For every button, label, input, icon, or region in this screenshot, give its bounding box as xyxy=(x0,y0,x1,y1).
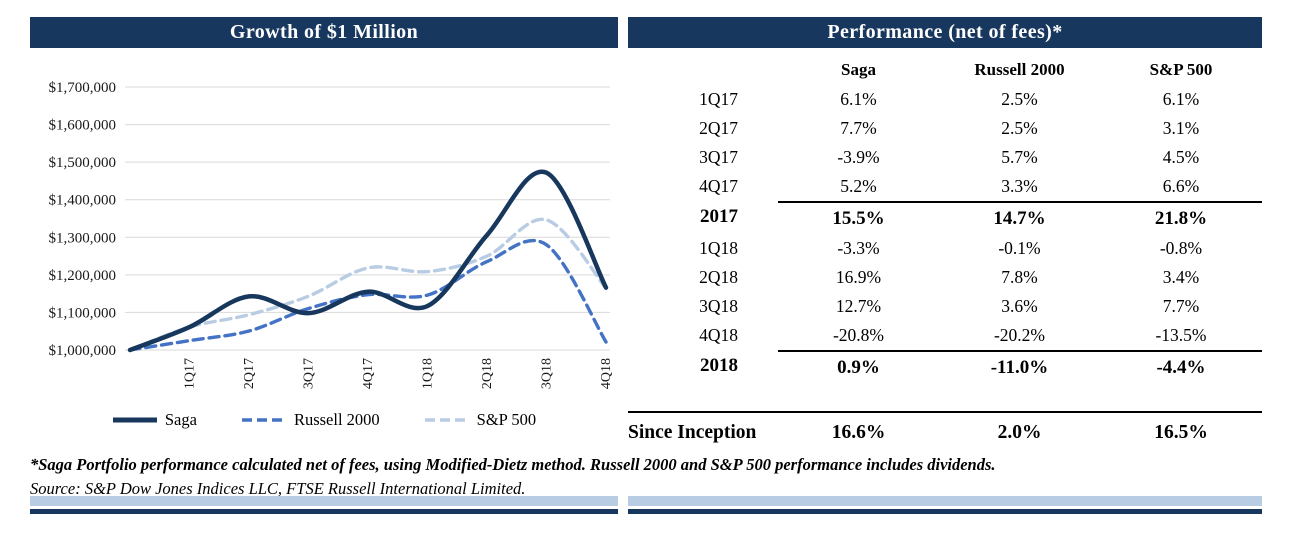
cell-since-inception-s-p-500: 16.5% xyxy=(1154,422,1208,443)
cell-4q17-saga: 5.2% xyxy=(840,176,877,196)
column-header-saga: Saga xyxy=(841,60,876,79)
column-header-russell-2000: Russell 2000 xyxy=(974,60,1065,79)
legend-swatch-russell-2000 xyxy=(241,418,286,422)
cell-2q18-saga: 16.9% xyxy=(835,267,882,287)
legend-swatch-s-p-500 xyxy=(424,418,469,422)
series-russell-2000-line xyxy=(128,238,608,352)
performance-panel-header: Performance (net of fees)* xyxy=(628,17,1262,48)
cell-2017-s-p-500: 21.8% xyxy=(1100,201,1262,234)
cell-4q17-s-p-500: 6.6% xyxy=(1162,176,1200,196)
x-axis-label: 4Q18 xyxy=(599,358,614,389)
cell-3q18-saga: 12.7% xyxy=(835,296,882,316)
cell-4q17-russell-2000: 3.3% xyxy=(1001,176,1038,196)
cell-1q18-s-p-500: -0.8% xyxy=(1159,238,1203,258)
chart-legend: Saga Russell 2000 S&P 500 xyxy=(30,410,618,430)
right-accent-bar-dark xyxy=(628,509,1262,514)
y-axis-label: $1,500,000 xyxy=(49,155,117,171)
left-accent-bar-light xyxy=(30,496,618,506)
cell-2017-saga: 15.5% xyxy=(778,201,939,234)
row-label-2q18: 2Q18 xyxy=(699,267,738,287)
left-accent-bar-dark xyxy=(30,509,618,514)
cell-4q18-saga: -20.8% xyxy=(832,325,885,345)
cell-2q17-saga: 7.7% xyxy=(840,118,877,138)
cell-2017-russell-2000: 14.7% xyxy=(939,201,1100,234)
legend-item-saga: Saga xyxy=(112,410,197,430)
x-axis-label: 1Q17 xyxy=(183,358,198,389)
cell-1q18-russell-2000: -0.1% xyxy=(998,238,1041,258)
cell-1q17-saga: 6.1% xyxy=(840,89,877,109)
series-saga-line xyxy=(127,169,609,353)
cell-2018-saga: 0.9% xyxy=(778,350,939,383)
cell-2q17-s-p-500: 3.1% xyxy=(1162,118,1200,138)
performance-panel-title: Performance (net of fees)* xyxy=(827,21,1063,43)
row-label-4q18: 4Q18 xyxy=(699,325,738,345)
performance-table: Saga Russell 2000 S&P 500 1Q17 6.1% 2.5% 6.1% 2… xyxy=(628,55,1262,451)
cell-2018-russell-2000: -11.0% xyxy=(939,350,1100,383)
y-axis-label: $1,000,000 xyxy=(49,343,117,359)
table-corner-cell xyxy=(628,55,778,85)
y-axis-label: $1,400,000 xyxy=(49,193,117,209)
cell-2018-s-p-500: -4.4% xyxy=(1100,350,1262,383)
cell-since-inception-russell-2000: 2.0% xyxy=(997,422,1042,443)
footnote-performance: *Saga Portfolio performance calculated n… xyxy=(30,455,996,474)
cell-3q17-saga: -3.9% xyxy=(837,147,880,167)
y-axis-label: $1,700,000 xyxy=(49,80,117,96)
cell-4q18-russell-2000: -20.2% xyxy=(993,325,1046,345)
row-label-2017: 2017 xyxy=(700,206,738,227)
x-axis-label: 3Q17 xyxy=(302,358,317,389)
y-axis-label: $1,100,000 xyxy=(49,305,117,321)
column-header-s-p-500: S&P 500 xyxy=(1149,60,1213,79)
growth-panel-header: Growth of $1 Million xyxy=(30,17,618,48)
cell-2q17-russell-2000: 2.5% xyxy=(1001,118,1038,138)
cell-1q17-s-p-500: 6.1% xyxy=(1162,89,1200,109)
x-axis-label: 4Q17 xyxy=(361,358,376,389)
row-label-2q17: 2Q17 xyxy=(699,118,738,138)
footnote-source: Source: S&P Dow Jones Indices LLC, FTSE … xyxy=(30,479,526,498)
legend-item-s-p-500: S&P 500 xyxy=(424,410,536,430)
row-label-1q18: 1Q18 xyxy=(699,238,738,258)
cell-3q17-s-p-500: 4.5% xyxy=(1162,147,1200,167)
legend-label-saga: Saga xyxy=(164,410,197,429)
right-accent-bar-light xyxy=(628,496,1262,506)
row-label-2018: 2018 xyxy=(700,355,738,376)
legend-item-russell-2000: Russell 2000 xyxy=(241,410,380,430)
cell-1q18-saga: -3.3% xyxy=(837,238,880,258)
x-axis-label: 2Q18 xyxy=(480,358,495,389)
x-axis-label: 2Q17 xyxy=(242,358,257,389)
growth-panel-title: Growth of $1 Million xyxy=(229,21,419,43)
cell-since-inception-saga: 16.6% xyxy=(831,422,886,443)
y-axis-label: $1,200,000 xyxy=(49,268,117,284)
legend-label-russell-2000: Russell 2000 xyxy=(293,410,380,429)
cell-3q18-russell-2000: 3.6% xyxy=(1001,296,1038,316)
y-axis-label: $1,600,000 xyxy=(49,118,117,134)
growth-chart: $1,700,000 $1,600,000 $1,500,000 $1,400,000… xyxy=(49,80,615,389)
row-label-3q18: 3Q18 xyxy=(699,296,738,316)
cell-3q17-russell-2000: 5.7% xyxy=(1001,147,1038,167)
x-axis-label: 1Q18 xyxy=(421,358,436,389)
legend-swatch-saga xyxy=(112,417,157,423)
since-inception-label: Since Inception xyxy=(628,422,757,443)
legend-label-s-p-500: S&P 500 xyxy=(476,410,537,429)
row-label-1q17: 1Q17 xyxy=(699,89,738,109)
cell-2q18-russell-2000: 7.8% xyxy=(1001,267,1038,287)
series-s-p-500-line xyxy=(128,217,608,352)
row-label-3q17: 3Q17 xyxy=(699,147,738,167)
row-label-4q17: 4Q17 xyxy=(699,176,738,196)
cell-3q18-s-p-500: 7.7% xyxy=(1162,296,1200,316)
cell-4q18-s-p-500: -13.5% xyxy=(1155,325,1207,345)
since-inception-rule xyxy=(628,411,1262,415)
cell-1q17-russell-2000: 2.5% xyxy=(1001,89,1038,109)
x-axis-label: 3Q18 xyxy=(540,358,555,389)
cell-2q18-s-p-500: 3.4% xyxy=(1162,267,1200,287)
y-axis-label: $1,300,000 xyxy=(49,230,117,246)
